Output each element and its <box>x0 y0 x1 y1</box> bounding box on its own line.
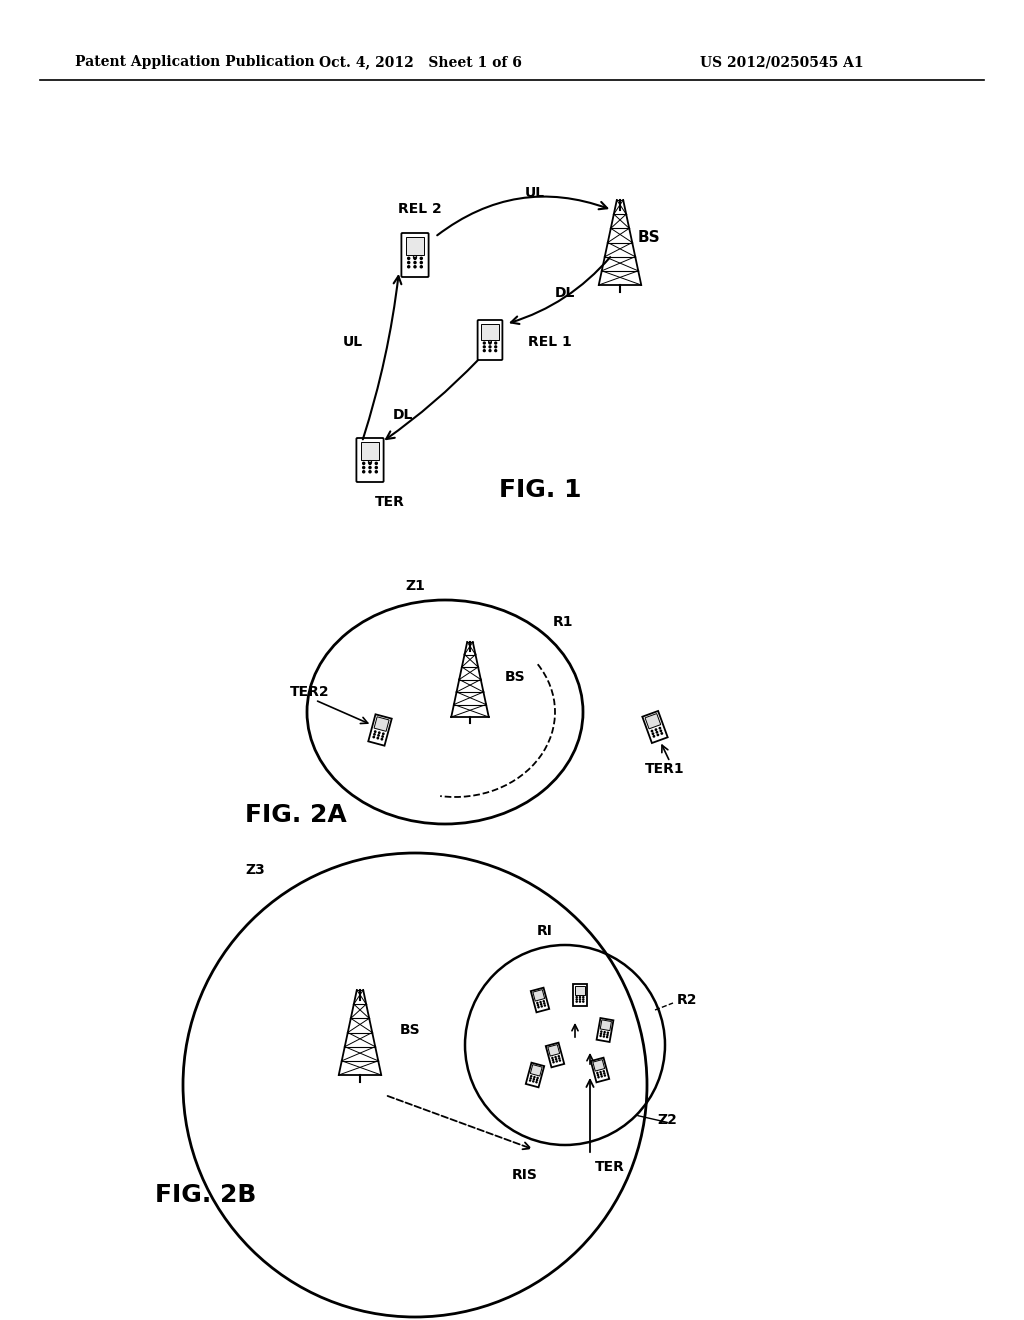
Circle shape <box>362 462 365 465</box>
Circle shape <box>659 727 660 729</box>
Circle shape <box>377 738 379 739</box>
Polygon shape <box>593 1060 604 1071</box>
Polygon shape <box>536 990 545 999</box>
Circle shape <box>414 265 416 268</box>
Circle shape <box>373 737 375 738</box>
Text: UL: UL <box>525 186 545 201</box>
Circle shape <box>414 257 416 260</box>
Text: REL 1: REL 1 <box>528 335 571 348</box>
Circle shape <box>662 733 663 734</box>
Circle shape <box>362 466 365 469</box>
Text: TER1: TER1 <box>645 762 685 776</box>
Circle shape <box>375 462 378 465</box>
Text: RI: RI <box>537 924 553 939</box>
Text: DL: DL <box>392 408 413 422</box>
Polygon shape <box>530 1065 542 1076</box>
Text: TER2: TER2 <box>290 685 330 700</box>
Polygon shape <box>642 711 668 743</box>
Text: TER: TER <box>375 495 404 510</box>
Circle shape <box>408 261 410 264</box>
Circle shape <box>369 461 372 463</box>
Circle shape <box>495 346 497 347</box>
Text: BS: BS <box>505 671 525 684</box>
Text: UL: UL <box>343 335 362 348</box>
Circle shape <box>414 255 417 259</box>
Circle shape <box>652 733 653 734</box>
Text: RIS: RIS <box>512 1168 538 1181</box>
Circle shape <box>375 731 376 733</box>
Text: R2: R2 <box>677 993 697 1007</box>
Circle shape <box>495 350 497 351</box>
Polygon shape <box>597 1018 613 1041</box>
Circle shape <box>362 471 365 473</box>
Circle shape <box>381 738 383 741</box>
Text: REL 2: REL 2 <box>398 202 442 216</box>
Circle shape <box>489 346 490 347</box>
Text: Z3: Z3 <box>245 863 265 876</box>
Text: BS: BS <box>638 231 660 246</box>
Circle shape <box>369 462 371 465</box>
Circle shape <box>656 731 657 733</box>
Circle shape <box>383 733 384 734</box>
Text: R1: R1 <box>553 615 573 630</box>
Circle shape <box>378 735 379 737</box>
Circle shape <box>488 341 492 343</box>
Circle shape <box>489 350 490 351</box>
Text: Z1: Z1 <box>406 579 425 593</box>
Bar <box>360 442 380 459</box>
Bar <box>481 323 499 339</box>
Circle shape <box>408 265 410 268</box>
Text: Z2: Z2 <box>657 1113 677 1127</box>
Bar <box>406 238 425 255</box>
FancyBboxPatch shape <box>477 319 503 360</box>
Circle shape <box>483 342 485 345</box>
Circle shape <box>657 734 658 735</box>
Polygon shape <box>534 989 547 1011</box>
Circle shape <box>382 735 383 737</box>
Polygon shape <box>599 1020 609 1031</box>
Polygon shape <box>575 985 587 997</box>
Text: FIG. 2A: FIG. 2A <box>245 803 347 828</box>
FancyBboxPatch shape <box>401 234 429 277</box>
Polygon shape <box>374 717 389 731</box>
Text: DL: DL <box>555 286 575 300</box>
Polygon shape <box>526 1063 544 1086</box>
Circle shape <box>408 257 410 260</box>
Circle shape <box>489 342 490 345</box>
Polygon shape <box>591 1057 609 1082</box>
FancyBboxPatch shape <box>356 438 384 482</box>
Text: FIG. 2B: FIG. 2B <box>155 1183 256 1206</box>
Polygon shape <box>369 714 392 746</box>
Circle shape <box>420 257 422 260</box>
Circle shape <box>374 734 375 735</box>
Circle shape <box>655 729 656 730</box>
Polygon shape <box>549 1044 561 1067</box>
Polygon shape <box>570 982 589 1007</box>
Text: Patent Application Publication: Patent Application Publication <box>75 55 314 69</box>
Circle shape <box>369 466 371 469</box>
Text: Oct. 4, 2012   Sheet 1 of 6: Oct. 4, 2012 Sheet 1 of 6 <box>318 55 521 69</box>
Circle shape <box>369 471 371 473</box>
Text: BS: BS <box>400 1023 421 1038</box>
Text: TER: TER <box>595 1160 625 1173</box>
Circle shape <box>420 265 422 268</box>
Circle shape <box>660 730 662 731</box>
Circle shape <box>483 350 485 351</box>
Circle shape <box>379 733 380 734</box>
Polygon shape <box>645 714 660 729</box>
Circle shape <box>651 730 652 731</box>
Circle shape <box>375 471 378 473</box>
Circle shape <box>495 342 497 345</box>
Circle shape <box>420 261 422 264</box>
Circle shape <box>414 261 416 264</box>
Circle shape <box>653 735 654 737</box>
Text: US 2012/0250545 A1: US 2012/0250545 A1 <box>700 55 863 69</box>
Circle shape <box>375 466 378 469</box>
Polygon shape <box>550 1045 560 1055</box>
Text: FIG. 1: FIG. 1 <box>499 478 582 502</box>
Circle shape <box>483 346 485 347</box>
